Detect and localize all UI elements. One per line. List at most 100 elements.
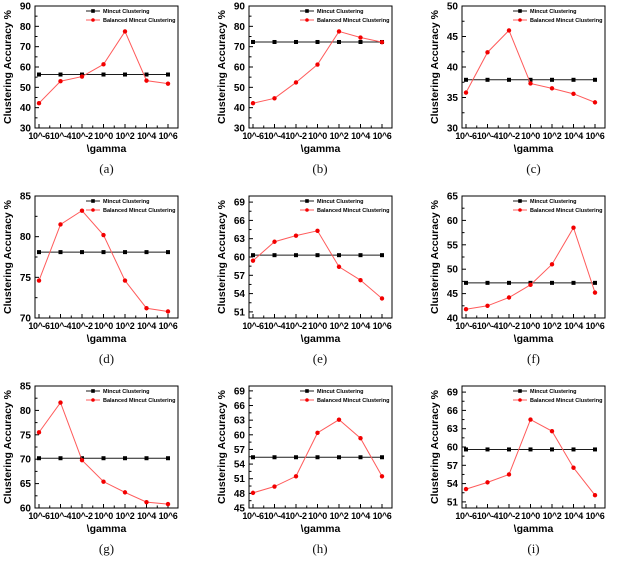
legend-circle-icon [304, 398, 309, 402]
x-tick-label: 10^-4 [50, 511, 72, 521]
balanced-mincut-marker [463, 307, 469, 312]
y-tick-label: 60 [233, 63, 245, 74]
y-tick-label: 70 [233, 42, 245, 53]
x-tick-label: 10^-2 [285, 321, 307, 331]
balanced-mincut-marker [357, 277, 363, 283]
balanced-mincut-marker [293, 233, 298, 238]
x-tick-label: 10^-4 [50, 131, 72, 141]
subplot-i: 51 54 57 60 63 66 69 10^-6 10^-4 10^-2 10^0 10^2 10^… [427, 380, 640, 568]
x-axis-title: \gamma [300, 333, 340, 345]
subplot-g: 60 65 70 75 80 85 10^-6 10^-4 10^-2 10^0 10^2 10^4 1… [0, 380, 213, 568]
balanced-mincut-marker [592, 290, 598, 295]
y-tick-label: 45 [447, 289, 459, 300]
mincut-marker [336, 253, 341, 258]
y-tick-label: 63 [233, 416, 245, 427]
y-tick-label: 90 [233, 2, 245, 13]
balanced-mincut-line [38, 401, 169, 505]
x-axis-title: \gamma [87, 333, 127, 345]
x-tick-label: 10^-2 [498, 131, 520, 141]
x-axis-title: \gamma [300, 143, 340, 155]
mincut-marker [37, 250, 41, 255]
y-tick-label: 60 [447, 216, 459, 227]
legend-square-icon [91, 9, 95, 13]
y-tick-label: 85 [20, 382, 32, 393]
legend-label: Balanced Mincut Clustering [317, 398, 389, 404]
subplot-caption: (f) [527, 351, 540, 366]
balanced-mincut-line [252, 230, 382, 299]
balanced-mincut-marker [528, 417, 533, 422]
y-tick-label: 50 [447, 265, 459, 276]
y-tick-label: 66 [447, 406, 459, 417]
balanced-mincut-marker [58, 400, 63, 405]
balanced-mincut-marker [336, 29, 341, 34]
mincut-marker [123, 72, 127, 77]
balanced-mincut-marker [36, 278, 42, 283]
balanced-mincut-marker [463, 90, 469, 95]
mincut-marker [571, 77, 576, 82]
x-tick-label: 10^-4 [477, 511, 499, 521]
x-tick-label: 10^6 [159, 131, 178, 141]
balanced-mincut-marker [36, 100, 42, 106]
y-tick-label: 54 [233, 460, 245, 471]
subplot-a: 30 40 50 60 70 80 90 10^-6 10^-4 10^-2 10^0 10^2 10^… [0, 0, 213, 190]
x-tick-label: 10^-4 [477, 321, 499, 331]
mincut-marker [593, 447, 597, 452]
mincut-marker [336, 455, 341, 460]
balanced-mincut-marker [271, 239, 277, 244]
legend-square-icon [91, 199, 95, 203]
subplot-e: 51 54 57 60 63 66 69 10^-6 10^-4 10^-2 10^0 10^2 10^… [213, 190, 427, 380]
y-tick-label: 65 [20, 479, 32, 490]
x-tick-label: 10^6 [159, 321, 178, 331]
y-axis-title: Clustering Accuracy % [429, 9, 441, 124]
x-tick-label: 10^-2 [498, 511, 520, 521]
y-tick-label: 70 [20, 455, 32, 466]
legend-label: Balanced Mincut Clustering [530, 208, 602, 214]
balanced-mincut-marker [528, 81, 533, 86]
balanced-mincut-marker [144, 306, 149, 311]
y-axis-title: Clustering Accuracy % [216, 199, 228, 314]
x-tick-label: 10^0 [521, 511, 540, 521]
balanced-mincut-marker [36, 430, 42, 435]
y-tick-label: 80 [20, 406, 32, 417]
mincut-marker [166, 250, 170, 255]
y-tick-label: 80 [233, 22, 245, 33]
y-tick-label: 69 [233, 198, 245, 209]
x-tick-label: 10^6 [586, 321, 605, 331]
y-tick-label: 90 [20, 2, 32, 13]
x-tick-label: 10^2 [543, 321, 562, 331]
x-tick-label: 10^2 [329, 321, 348, 331]
y-axis-title: Clustering Accuracy % [429, 389, 441, 504]
legend-square-icon [91, 389, 95, 393]
y-axis-title: Clustering Accuracy % [2, 389, 14, 504]
mincut-marker [336, 39, 341, 44]
plot-frame [34, 5, 179, 129]
balanced-mincut-marker [122, 29, 128, 34]
y-tick-label: 57 [447, 461, 459, 472]
y-tick-label: 51 [447, 497, 459, 508]
mincut-marker [166, 72, 170, 77]
mincut-marker [379, 253, 384, 258]
mincut-marker [464, 447, 468, 452]
balanced-mincut-marker [485, 480, 490, 485]
y-tick-label: 85 [20, 192, 32, 203]
x-tick-label: 10^4 [137, 131, 156, 141]
subplot-caption: (c) [526, 161, 541, 176]
legend-label: Balanced Mincut Clustering [103, 398, 175, 404]
x-axis-title: \gamma [514, 333, 554, 345]
chart-canvas-c: 30 35 40 45 50 10^-6 10^-4 10^-2 10^0 10^2 10^4 10^… [429, 2, 606, 155]
balanced-mincut-marker [58, 222, 63, 227]
balanced-mincut-marker [571, 91, 576, 97]
mincut-marker [250, 253, 255, 258]
x-tick-label: 10^2 [116, 321, 135, 331]
y-tick-label: 51 [233, 474, 245, 485]
y-tick-label: 66 [233, 216, 245, 227]
x-tick-label: 10^2 [329, 511, 348, 521]
balanced-mincut-marker [122, 490, 128, 495]
x-tick-label: 10^-2 [285, 131, 307, 141]
legend-label: Mincut Clustering [103, 389, 149, 395]
legend-circle-icon [91, 208, 95, 212]
subplot-b: 30 40 50 60 70 80 90 10^-6 10^-4 10^-2 10^0 10^2 10^… [213, 0, 427, 190]
